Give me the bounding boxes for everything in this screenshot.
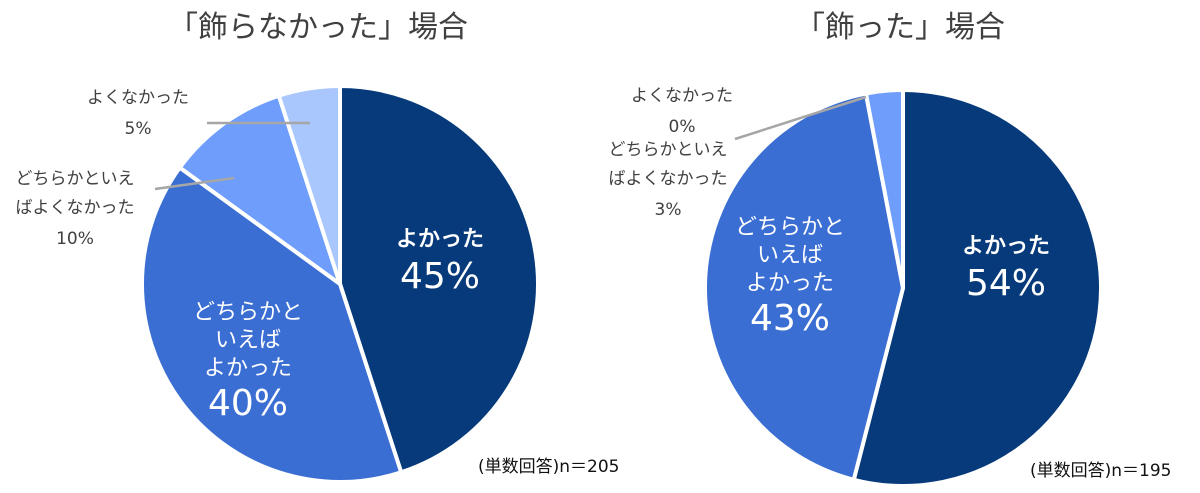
right-chart-title: 「飾った」場合	[795, 10, 1005, 45]
right-slice-dochira-yokunakatta	[863, 88, 905, 290]
left-slice-yokatta	[338, 84, 540, 475]
right-label-dochira-yokatta: どちらかといえばよかった 43%	[735, 215, 845, 339]
left-label-dochira-yokunakatta: どちらかといえばよくなかった 10%	[16, 169, 135, 249]
left-label-yokatta: よかった 45%	[396, 227, 484, 297]
left-slice-dochira-yokatta	[140, 165, 404, 484]
right-slice-yokatta	[851, 88, 1103, 488]
right-leader-line-dochira-yokunakatta	[734, 95, 867, 141]
left-label-dochira-yokatta: どちらかといえばよかった 40%	[193, 300, 303, 424]
left-leader-line-dochira-yokunakatta	[154, 176, 235, 191]
left-sample-note: (単数回答)n＝205	[478, 457, 620, 477]
right-sample-note: (単数回答)n＝195	[1030, 461, 1172, 481]
right-pie-chart: よかった 54% どちらかといえばよかった 43%どちらかといえばよくなかった 3%よく…	[609, 86, 1103, 488]
left-pie-chart: よかった 45% どちらかといえばよかった 40% どちらかといえばよくなかった 10% よ…	[16, 84, 540, 484]
right-label-dochira-yokunakatta: どちらかといえばよくなかった 3%	[609, 140, 728, 220]
left-chart-title: 「飾らなかった」場合	[168, 10, 468, 45]
right-label-yokatta: よかった 54%	[962, 234, 1050, 304]
right-slice-dochira-yokatta	[703, 91, 905, 482]
left-slice-yokunakatta	[276, 84, 342, 286]
right-label-yokunakatta: よくなかった 0%	[631, 86, 733, 137]
left-label-yokunakatta: よくなかった 5%	[87, 88, 189, 139]
